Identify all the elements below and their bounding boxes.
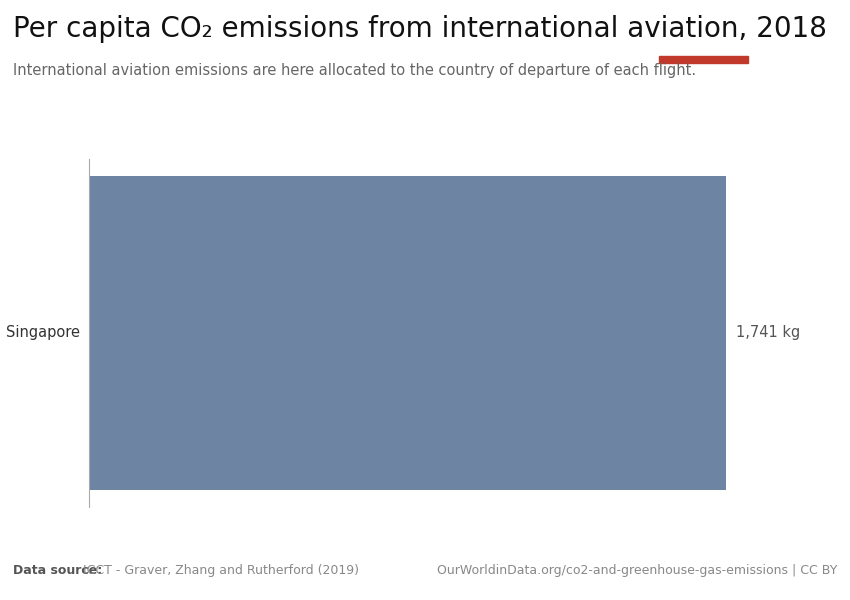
Text: 1,741 kg: 1,741 kg (735, 325, 800, 340)
Text: Data source:: Data source: (13, 564, 102, 577)
Text: in Data: in Data (681, 32, 726, 42)
Text: OurWorldinData.org/co2-and-greenhouse-gas-emissions | CC BY: OurWorldinData.org/co2-and-greenhouse-ga… (437, 564, 837, 577)
Text: Our World: Our World (672, 16, 735, 26)
Text: Per capita CO₂ emissions from international aviation, 2018: Per capita CO₂ emissions from internatio… (13, 15, 826, 43)
Text: Singapore: Singapore (6, 325, 80, 340)
Text: ICCT - Graver, Zhang and Rutherford (2019): ICCT - Graver, Zhang and Rutherford (201… (79, 564, 359, 577)
Text: International aviation emissions are here allocated to the country of departure : International aviation emissions are her… (13, 63, 696, 78)
Bar (659, 56, 748, 63)
